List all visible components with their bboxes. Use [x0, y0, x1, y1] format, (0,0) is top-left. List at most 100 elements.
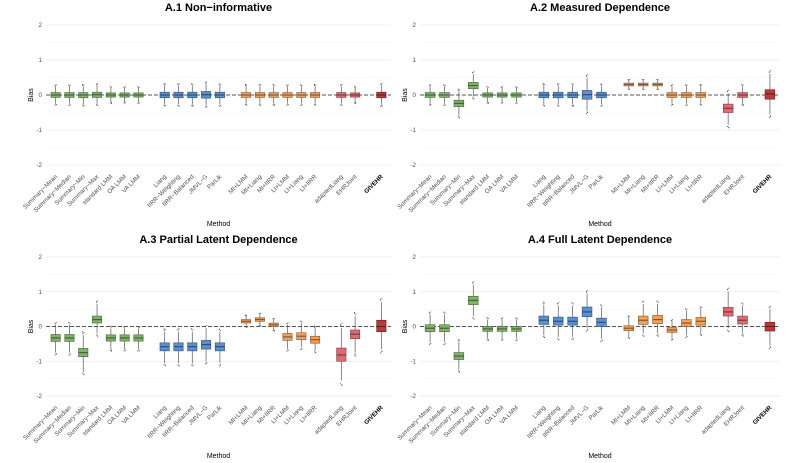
outlier-point [315, 352, 317, 354]
outlier-point [82, 104, 84, 106]
x-tick-label: GIVEHR [752, 404, 774, 426]
outlier-point [109, 86, 111, 88]
outlier-point [670, 104, 672, 106]
outlier-point [138, 102, 140, 104]
box-jmvl-g [201, 81, 212, 108]
outlier-point [515, 86, 517, 88]
outlier-point [741, 334, 743, 336]
outlier-point [627, 88, 629, 90]
outlier-point [500, 339, 503, 341]
outlier-point [516, 318, 518, 320]
outlier-point [430, 311, 432, 313]
box-summary-median [64, 321, 75, 356]
outlier-point [380, 105, 382, 107]
outlier-point [656, 88, 658, 90]
box-summary-median [64, 84, 75, 106]
outlier-point [543, 337, 545, 339]
outlier-point [287, 104, 289, 106]
outlier-point [355, 355, 357, 357]
box-li-liang [296, 84, 307, 106]
box-givehr [764, 305, 776, 350]
outlier-point [642, 79, 644, 81]
outlier-point [340, 84, 342, 86]
outlier-point [124, 102, 126, 104]
outlier-point [380, 299, 382, 301]
outlier-point [727, 125, 729, 128]
outlier-point [643, 88, 645, 91]
outlier-point [486, 317, 488, 319]
outlier-point [727, 329, 729, 331]
outlier-point [192, 365, 194, 367]
outlier-point [82, 331, 84, 333]
outlier-point [515, 339, 517, 342]
box-parlik [596, 304, 607, 343]
outlier-point [380, 352, 382, 354]
outlier-point [109, 325, 111, 327]
outlier-point [672, 104, 674, 106]
outlier-point [110, 326, 113, 328]
box-li-iirr [695, 306, 706, 337]
outlier-point [672, 319, 674, 321]
outlier-point [672, 84, 674, 86]
outlier-point [300, 349, 302, 351]
outlier-point [178, 365, 180, 367]
outlier-point [472, 71, 474, 74]
outlier-point [472, 97, 474, 99]
outlier-point [686, 104, 688, 106]
outlier-point [138, 326, 140, 328]
outlier-point [728, 331, 730, 333]
box-parlik [214, 83, 225, 107]
outlier-point [699, 84, 701, 86]
outlier-point [487, 102, 489, 104]
outlier-point [191, 364, 193, 366]
outlier-point [315, 326, 317, 328]
panel-4: A.4 Full Latent Dependence-2-1012BiasSum… [396, 234, 780, 460]
box-givehr [764, 70, 776, 119]
x-tick-label: ParLik [587, 173, 605, 191]
box-mi-liang [254, 312, 265, 327]
box-ehrjoint [737, 302, 748, 337]
outlier-point [272, 104, 274, 106]
x-tick-label: GIVEHR [363, 404, 385, 426]
outlier-point [656, 78, 658, 81]
outlier-point [457, 89, 459, 92]
outlier-point [164, 329, 166, 331]
y-tick-label: 2 [413, 254, 417, 261]
outlier-point [300, 104, 302, 106]
outlier-point [587, 290, 589, 292]
y-tick-label: 0 [39, 324, 43, 331]
x-tick-label: ParLik [206, 404, 224, 422]
outlier-point [473, 281, 475, 283]
outlier-point [273, 103, 275, 105]
outlier-point [340, 104, 342, 106]
outlier-point [742, 104, 744, 106]
outlier-point [123, 350, 125, 352]
outlier-point [768, 117, 770, 119]
outlier-point [109, 102, 111, 104]
outlier-point [192, 105, 194, 107]
outlier-point [768, 348, 770, 350]
outlier-point [273, 84, 275, 86]
outlier-point [355, 313, 357, 315]
outlier-point [192, 363, 194, 365]
box-li-liang [681, 84, 692, 106]
outlier-point [163, 84, 165, 86]
box-li-lmm [666, 84, 678, 106]
outlier-point [301, 321, 303, 323]
outlier-point [558, 105, 560, 107]
outlier-point [353, 102, 356, 104]
y-tick-label: -1 [410, 358, 416, 365]
box-summary-min [453, 88, 465, 119]
outlier-point [571, 83, 573, 85]
outlier-point [177, 329, 179, 331]
outlier-point [657, 334, 659, 336]
box-li-iirr [310, 84, 321, 106]
outlier-point [353, 354, 356, 356]
outlier-point [97, 300, 99, 302]
box-liang [538, 83, 550, 107]
outlier-point [585, 330, 587, 332]
outlier-point [443, 344, 445, 346]
outlier-point [204, 325, 207, 328]
box-standard-lmm [105, 86, 116, 104]
outlier-point [487, 339, 489, 342]
